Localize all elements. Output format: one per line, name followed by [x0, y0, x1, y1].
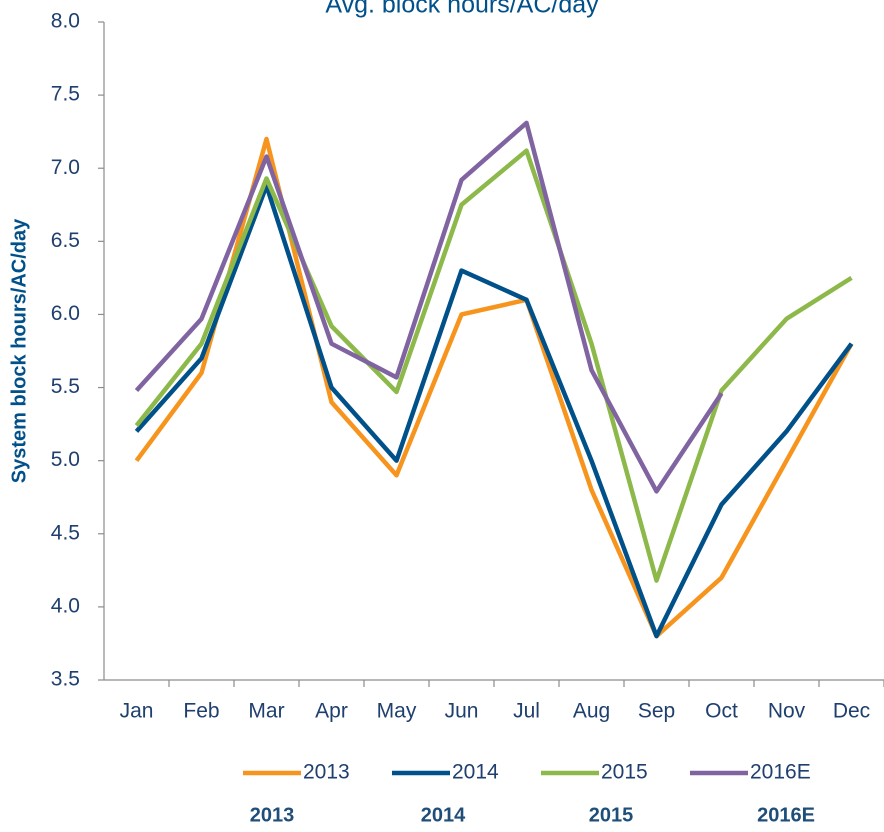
- y-tick-label: 3.5: [51, 668, 80, 691]
- x-tick-label: Jan: [120, 700, 154, 723]
- legend-label: 2015: [601, 761, 648, 784]
- x-tick-label: Oct: [705, 700, 738, 723]
- footer-label: 2015: [589, 804, 634, 826]
- x-tick-label: Nov: [768, 700, 806, 723]
- x-tick-label: May: [377, 700, 417, 723]
- footer-label: 2016E: [757, 804, 815, 826]
- y-tick-label: 6.0: [51, 302, 80, 325]
- x-tick-label: Dec: [833, 700, 870, 723]
- series-line: [134, 183, 854, 639]
- legend-label: 2016E: [750, 761, 811, 784]
- y-tick-label: 4.5: [51, 521, 80, 544]
- x-tick-label: Sep: [638, 700, 675, 723]
- y-axis-label: System block hours/AC/day: [8, 218, 30, 483]
- x-tick-label: Jun: [445, 700, 479, 723]
- x-tick-label: Feb: [183, 700, 219, 723]
- y-tick-label: 7.5: [51, 83, 80, 106]
- legend-label: 2014: [452, 761, 499, 784]
- y-tick-label: 6.5: [51, 229, 80, 252]
- x-tick-label: Apr: [315, 700, 348, 723]
- x-tick-label: Aug: [573, 700, 610, 723]
- y-tick-label: 5.0: [51, 448, 80, 471]
- series-line: [134, 120, 724, 494]
- x-tick-label: Jul: [513, 700, 540, 723]
- series-line: [134, 148, 853, 583]
- legend-label: 2013: [303, 761, 350, 784]
- y-tick-label: 4.0: [51, 594, 80, 617]
- chart-title: Avg. block hours/AC/day: [325, 0, 599, 19]
- x-tick-label: Mar: [248, 700, 284, 723]
- y-tick-label: 8.0: [51, 10, 80, 33]
- footer-label: 2013: [250, 804, 295, 826]
- y-tick-label: 5.5: [51, 375, 80, 398]
- y-tick-label: 7.0: [51, 156, 80, 179]
- footer-label: 2014: [421, 804, 466, 826]
